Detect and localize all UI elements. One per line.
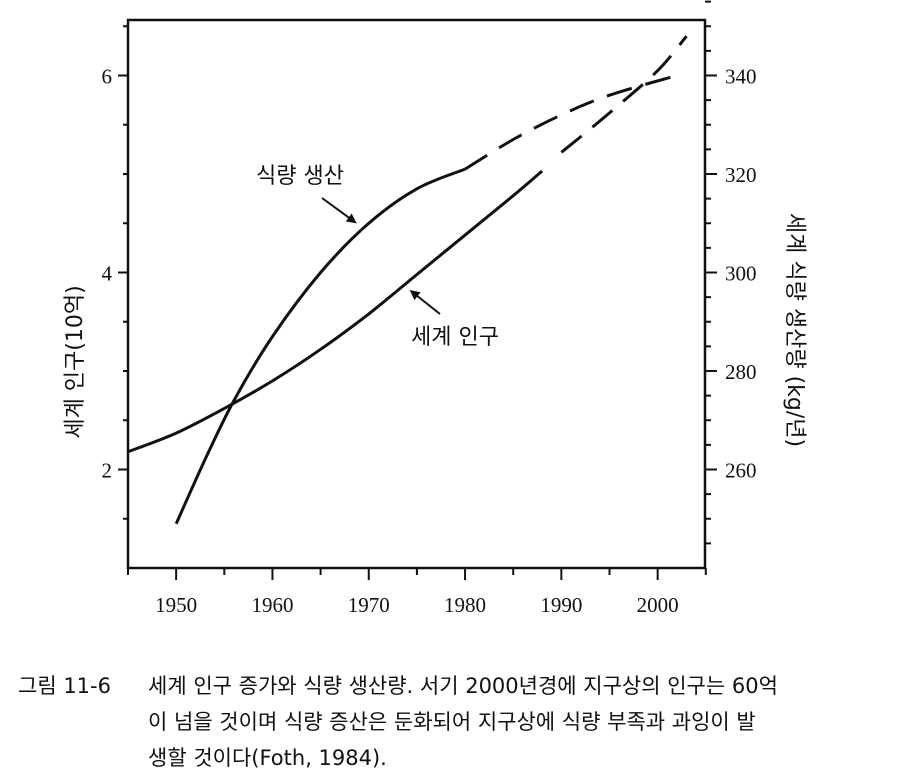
x-tick-label: 1990 [540, 593, 582, 617]
right-tick-label: 260 [725, 459, 757, 483]
chart: 1950 1960 1970 1980 1990 2000 2 4 6 260 280 300 32… [63, 0, 807, 617]
annotation-population-arrow [409, 290, 441, 315]
left-tick-label: 6 [102, 65, 113, 89]
x-axis-ticks: 1950 1960 1970 1980 1990 2000 [127, 568, 707, 617]
annotation-food-label: 식량 생산 [256, 164, 344, 189]
caption-line-3: 생할 것이다(Foth, 1984). [148, 746, 387, 770]
left-tick-label: 4 [102, 262, 113, 286]
x-tick-label: 1960 [251, 593, 293, 617]
x-tick-label: 2000 [637, 593, 679, 617]
caption-text-1: 세계 인구 증가와 식량 생산량. 서기 2000년경에 지구상의 인구는 60… [148, 674, 778, 698]
left-axis-title: 세계 인구(10억) [63, 285, 88, 438]
x-tick-label: 1970 [348, 593, 390, 617]
right-tick-label: 320 [725, 163, 757, 187]
series-layer [127, 35, 688, 525]
figure-label: 그림 11-6 [18, 674, 111, 698]
right-tick-label: 340 [725, 65, 757, 89]
right-axis-ticks: 260 280 300 320 340 [705, 0, 757, 545]
x-tick-label: 1980 [444, 593, 486, 617]
x-tick-label: 1950 [155, 593, 197, 617]
series-food-solid [174, 167, 466, 525]
series-population-solid [127, 169, 544, 454]
series-food-dashed [464, 74, 678, 171]
left-axis-ticks: 2 4 6 [102, 25, 128, 520]
annotation-food-arrow [321, 197, 357, 224]
right-tick-label: 280 [725, 360, 757, 384]
right-tick-label: 300 [725, 262, 757, 286]
plot-frame [126, 18, 707, 570]
left-tick-label: 2 [102, 459, 113, 483]
right-axis-title: 세계 식량 생산량 (kg/년) [782, 213, 807, 447]
figure-caption: 그림 11-6 세계 인구 증가와 식량 생산량. 서기 2000년경에 지구상의… [18, 668, 908, 776]
annotation-population-label: 세계 인구 [411, 325, 499, 350]
caption-line-1: 그림 11-6 세계 인구 증가와 식량 생산량. 서기 2000년경에 지구상의… [18, 668, 908, 704]
caption-line-2: 이 넘을 것이며 식량 증산은 둔화되어 지구상에 식량 부족과 과잉이 발 [148, 710, 756, 734]
series-population-dashed [560, 35, 688, 154]
